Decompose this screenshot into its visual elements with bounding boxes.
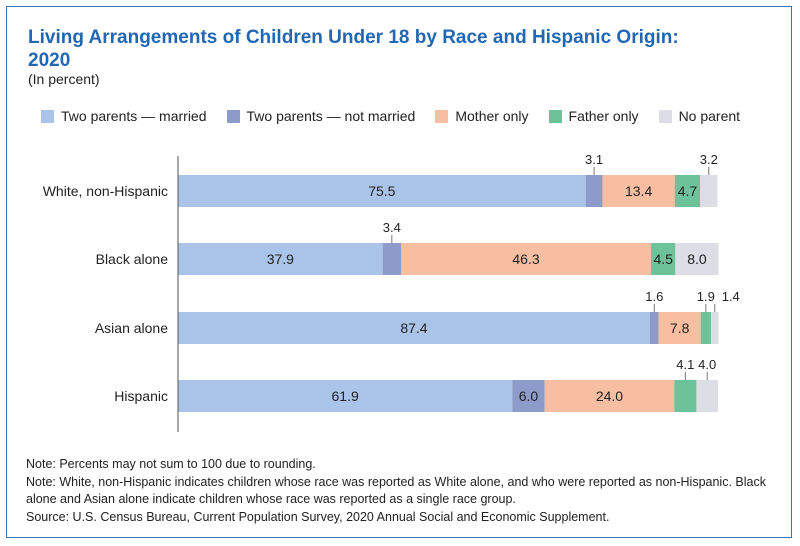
bar-segment — [585, 175, 603, 207]
legend-label: Two parents — married — [61, 108, 207, 124]
chart-note: Source: U.S. Census Bureau, Current Popu… — [26, 510, 610, 524]
data-label: 75.5 — [368, 183, 395, 199]
bar-segment — [401, 243, 652, 275]
data-label: 1.9 — [697, 289, 715, 304]
legend-item: Two parents — married — [41, 108, 207, 124]
category-label: Asian alone — [95, 320, 168, 336]
legend-label: Mother only — [455, 108, 529, 124]
data-label: 37.9 — [267, 251, 294, 267]
category-label: Hispanic — [114, 388, 168, 404]
bar-segment — [512, 380, 545, 412]
data-label: 46.3 — [512, 251, 539, 267]
legend-label: Two parents — not married — [246, 108, 416, 124]
chart-legend: Two parents — married Two parents — not m… — [41, 108, 740, 124]
bar-segment — [674, 175, 701, 207]
bar-segment — [700, 312, 711, 344]
bar-segment — [649, 312, 659, 344]
chart-notes: Note: Percents may not sum to 100 due to… — [26, 456, 786, 527]
category-label: Black alone — [96, 251, 169, 267]
bar-segment — [658, 312, 701, 344]
bar-segment — [178, 175, 586, 207]
data-label: 8.0 — [687, 251, 707, 267]
data-label: 3.2 — [700, 152, 718, 167]
data-label: 87.4 — [400, 320, 427, 336]
bar-segment — [675, 243, 719, 275]
legend-swatch — [548, 109, 562, 123]
chart-subtitle: (In percent) — [28, 71, 100, 87]
legend-item: No parent — [658, 108, 741, 124]
legend-swatch — [658, 109, 672, 123]
chart-title: Living Arrangements of Children Under 18… — [28, 27, 679, 71]
bar-segment — [651, 243, 676, 275]
legend-label: Father only — [568, 108, 639, 124]
data-label: 3.4 — [383, 220, 401, 235]
data-label: 24.0 — [596, 388, 623, 404]
legend-label: No parent — [678, 108, 741, 124]
data-label: 61.9 — [332, 388, 359, 404]
chart-note: Note: Percents may not sum to 100 due to… — [26, 457, 316, 471]
data-label: 1.4 — [722, 289, 740, 304]
data-label: 7.8 — [670, 320, 690, 336]
bar-segment — [696, 380, 718, 412]
data-label: 4.7 — [678, 183, 698, 199]
bar-segment — [674, 380, 697, 412]
bar-segment — [178, 380, 513, 412]
category-label: White, non-Hispanic — [43, 183, 168, 199]
bar-segment — [700, 175, 718, 207]
bar-segment — [382, 243, 402, 275]
data-label: 13.4 — [625, 183, 652, 199]
data-label: 4.5 — [653, 251, 673, 267]
legend-swatch — [226, 109, 240, 123]
legend-item: Mother only — [435, 108, 529, 124]
legend-item: Father only — [548, 108, 639, 124]
data-label: 3.1 — [585, 152, 603, 167]
data-label: 4.1 — [676, 357, 694, 372]
bar-segment — [710, 312, 719, 344]
legend-swatch — [435, 109, 449, 123]
legend-item: Two parents — not married — [226, 108, 416, 124]
bar-segment — [602, 175, 675, 207]
bar-segment — [544, 380, 675, 412]
data-label: 1.6 — [645, 289, 663, 304]
data-label: 4.0 — [698, 357, 716, 372]
legend-swatch — [41, 109, 54, 123]
data-label: 6.0 — [519, 388, 539, 404]
bar-segment — [178, 243, 383, 275]
chart-frame — [6, 6, 792, 538]
chart-note: Note: White, non-Hispanic indicates chil… — [26, 475, 766, 506]
bar-segment — [178, 312, 650, 344]
